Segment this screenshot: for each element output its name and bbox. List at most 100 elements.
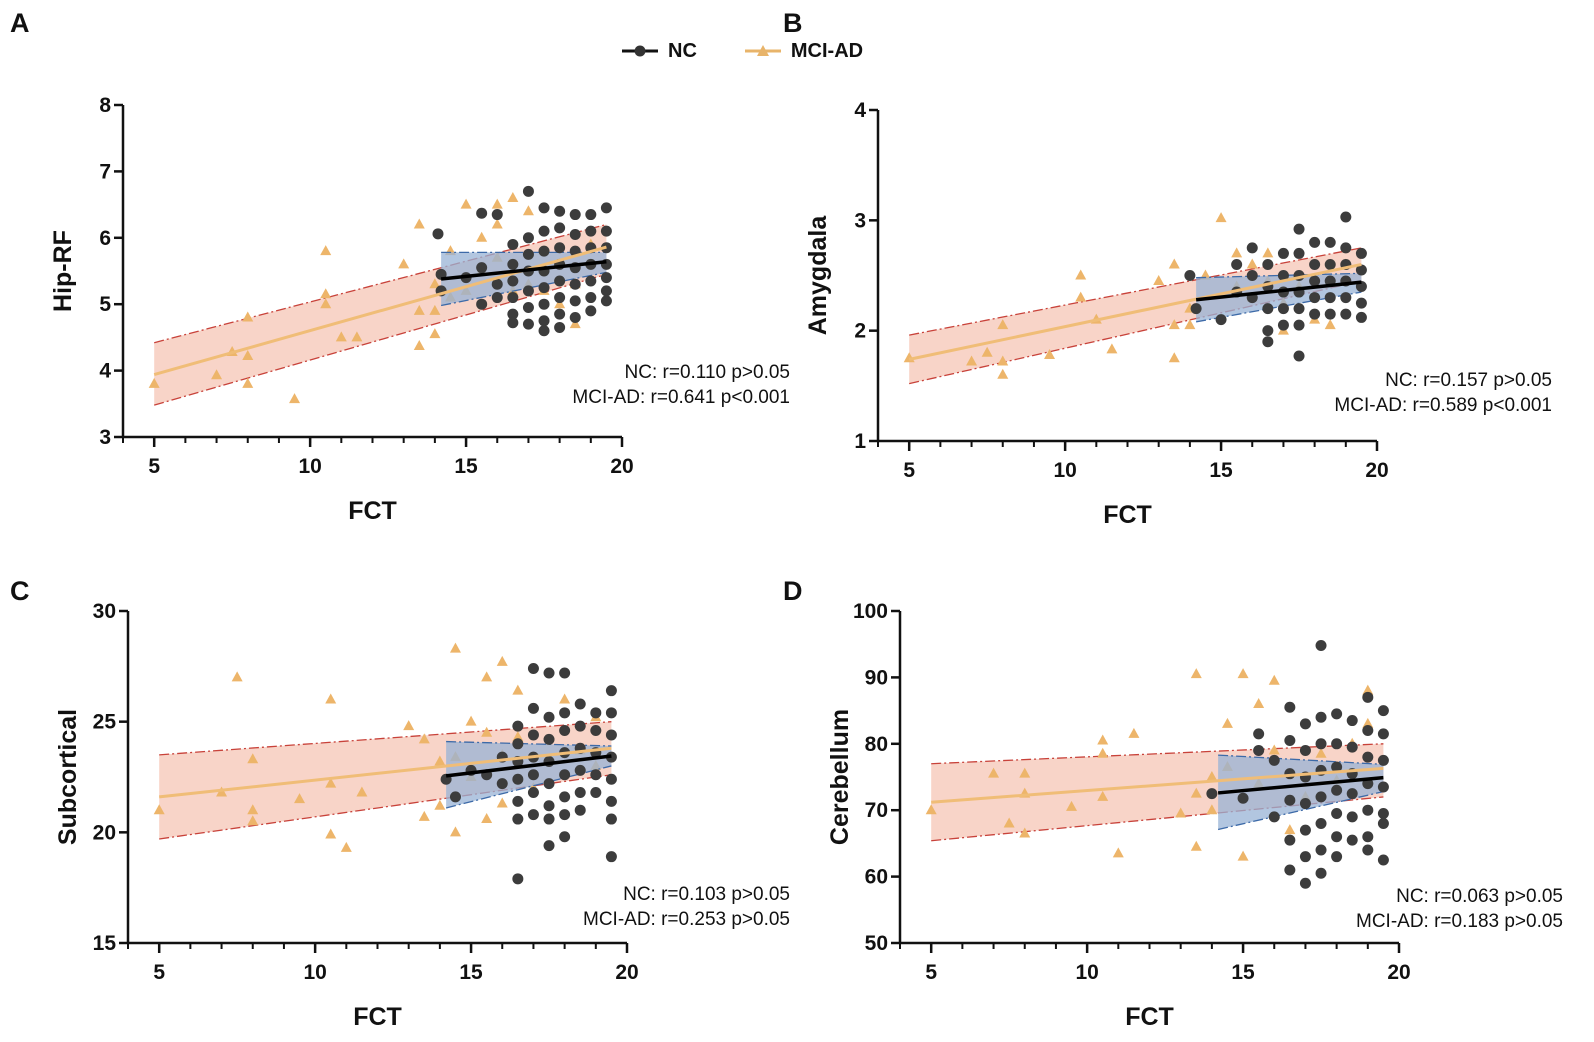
panel-a-nc-point xyxy=(432,228,444,240)
panel-a-nc-point xyxy=(538,202,550,214)
panel-c-nc-point xyxy=(590,769,602,781)
panel-a-nc-point xyxy=(554,222,566,234)
panel-d-mci-ad-point xyxy=(1315,747,1327,758)
panel-c-mci-ad-point xyxy=(481,726,493,737)
panel-a-nc-point xyxy=(585,292,597,304)
panel-c-mci-ad-point xyxy=(496,655,508,666)
panel-d-nc-point xyxy=(1362,691,1374,703)
panel-b-mci-ad-point xyxy=(1168,258,1180,269)
panel-a-nc-point xyxy=(522,185,534,197)
panel-c-nc-point xyxy=(527,809,539,821)
panel-a-nc-band-lower xyxy=(440,271,607,307)
panel-d-nc-point xyxy=(1377,728,1389,740)
panel-c-mci-ad-point xyxy=(434,755,446,766)
panel-a-mci-ad-point xyxy=(491,218,503,229)
panel-a-nc-point xyxy=(554,321,566,333)
panel-a-mci-ad-point xyxy=(429,304,441,315)
panel-a-nc-point xyxy=(507,238,519,250)
panel-a-nc-fit-line xyxy=(440,259,607,281)
panel-d-mci-ad-point xyxy=(1362,717,1374,728)
panel-d-y-tick-label: 60 xyxy=(865,866,888,889)
panel-a-mci-ad-point xyxy=(476,231,488,242)
panel-c-mci-ad-point xyxy=(559,693,571,704)
panel-d-nc-point xyxy=(1299,851,1311,863)
panel-d-y-tick-label: 80 xyxy=(865,733,888,756)
panel-b-nc-point xyxy=(1293,319,1305,331)
panel-b-nc-point xyxy=(1324,236,1336,248)
panel-d-mci-ad-fit-line xyxy=(931,766,1384,804)
panel-c-x-tick-label: 5 xyxy=(153,961,165,984)
panel-a-nc-point xyxy=(522,302,534,314)
panel-d-nc-point xyxy=(1346,834,1358,846)
panel-c-mci-ad-point xyxy=(434,799,446,810)
panel-d-mci-ad-point xyxy=(1221,717,1233,728)
panel-d-nc-point xyxy=(1284,794,1296,806)
panel-c-y-tick-label: 20 xyxy=(93,821,116,844)
panel-d-nc-point xyxy=(1268,811,1280,823)
panel-d-nc-point xyxy=(1362,725,1374,737)
panel-c-nc-point xyxy=(559,667,571,679)
panel-d-mci-ad-point xyxy=(925,804,937,815)
panel-a-nc-point xyxy=(538,245,550,257)
panel-d-mci-ad-point xyxy=(1128,727,1140,738)
panel-b-nc-fit-line xyxy=(1195,280,1362,302)
panel-d-y-tick-label: 50 xyxy=(865,932,888,955)
panel-a-nc-point xyxy=(554,308,566,320)
panel-letter-b: B xyxy=(783,8,803,38)
panel-c-nc-point xyxy=(605,851,617,863)
panel-a-mci-ad-point xyxy=(320,288,332,299)
panel-c-nc-point xyxy=(574,786,586,798)
panel-b-nc-point xyxy=(1231,258,1243,270)
panel-b-mci-ad-point xyxy=(981,346,993,357)
panel-a-mci-ad-point xyxy=(491,198,503,209)
panel-d-nc-point xyxy=(1299,798,1311,810)
panel-b-nc-point xyxy=(1324,258,1336,270)
panel-a-mci-ad-point xyxy=(320,245,332,256)
panel-d-nc-point xyxy=(1331,738,1343,750)
panel-c-nc-point xyxy=(512,873,524,885)
panel-c-mci-ad-point xyxy=(481,671,493,682)
panel-d-nc-point xyxy=(1362,831,1374,843)
panel-b-mci-ad-point xyxy=(997,368,1009,379)
panel-c-nc-point xyxy=(543,840,555,852)
panel-b-x-axis-label: FCT xyxy=(1103,501,1152,529)
legend: NC MCI-AD xyxy=(620,36,909,66)
panel-b-nc-point xyxy=(1340,211,1352,223)
panel-d-nc-point xyxy=(1362,804,1374,816)
panel-a-nc-point xyxy=(476,298,488,310)
panel-b-nc-point xyxy=(1190,303,1202,315)
panel-d-mci-ad-point xyxy=(1284,824,1296,835)
panel-b-nc-point xyxy=(1246,242,1258,254)
panel-c-nc-point xyxy=(574,698,586,710)
panel-c-mci-ad-point xyxy=(247,815,259,826)
panel-d-mci-ad-point xyxy=(1268,744,1280,755)
panel-d-nc-point xyxy=(1331,708,1343,720)
panel-c-nc-point xyxy=(527,786,539,798)
panel-b-mci-ad-point xyxy=(1075,269,1087,280)
panel-a-nc-point xyxy=(554,242,566,254)
panel-c-y-tick-label: 15 xyxy=(93,932,117,955)
panel-a-nc-point xyxy=(600,295,612,307)
panel-d-nc-point xyxy=(1346,715,1358,727)
panel-c-mci-ad-point xyxy=(512,684,524,695)
panel-c-nc-point xyxy=(496,778,508,790)
panel-c-nc-point xyxy=(559,769,571,781)
panel-d-nc-point xyxy=(1377,754,1389,766)
panel-b-nc-point xyxy=(1277,303,1289,315)
panel-c-mci-ad-band-upper xyxy=(159,721,612,756)
panel-c-mci-ad-point xyxy=(449,826,461,837)
panel-c-nc-point xyxy=(559,809,571,821)
panel-a-mci-ad-point xyxy=(413,304,425,315)
panel-d-nc-point xyxy=(1299,877,1311,889)
panel-a-nc-point xyxy=(507,258,519,270)
panel-a-y-tick-label: 4 xyxy=(99,360,111,383)
panel-c-mci-ad-point xyxy=(465,715,477,726)
panel-d-nc-point xyxy=(1346,741,1358,753)
panel-a-y-tick-label: 3 xyxy=(99,426,111,449)
panel-d-mci-ad-point xyxy=(1362,684,1374,695)
panel-b-nc-point xyxy=(1309,275,1321,287)
panel-d-nc-point xyxy=(1315,711,1327,723)
panel-c-nc-point xyxy=(559,831,571,843)
panel-d-nc-point xyxy=(1284,834,1296,846)
panel-d-nc-fit-line xyxy=(1217,775,1384,795)
